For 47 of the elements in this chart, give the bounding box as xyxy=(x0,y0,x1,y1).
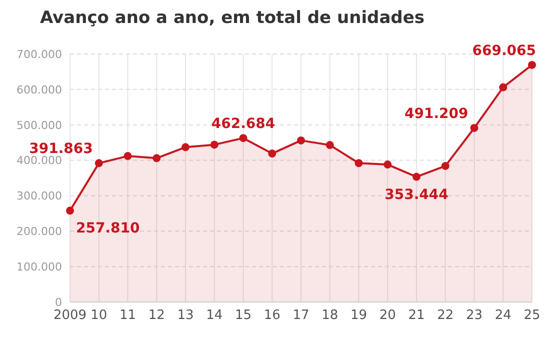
x-tick-label: 15 xyxy=(234,308,252,324)
x-tick-label: 14 xyxy=(206,308,223,324)
x-tick-label: 20 xyxy=(379,308,396,324)
x-tick-label: 2009 xyxy=(53,308,87,324)
point xyxy=(354,159,363,168)
point xyxy=(470,124,478,132)
point xyxy=(94,159,103,168)
data-label: 669.065 xyxy=(472,42,536,59)
y-tick-label: 0 xyxy=(55,296,62,309)
point xyxy=(297,136,305,144)
point xyxy=(182,143,190,152)
point xyxy=(124,152,132,160)
x-tick-label: 18 xyxy=(322,308,338,324)
x-tick-label: 22 xyxy=(437,308,454,324)
data-label: 491.209 xyxy=(404,106,468,122)
data-label: 257.810 xyxy=(76,220,140,237)
y-tick-label: 500.000 xyxy=(16,118,62,132)
y-tick-label: 700.000 xyxy=(16,48,62,61)
point xyxy=(239,134,248,142)
y-tick-label: 300.000 xyxy=(16,190,62,203)
x-tick-label: 10 xyxy=(90,308,108,324)
data-label: 353.444 xyxy=(384,186,449,203)
point xyxy=(384,160,392,169)
point xyxy=(210,140,218,149)
point xyxy=(499,83,508,92)
x-tick-label: 12 xyxy=(148,308,165,324)
point xyxy=(441,162,450,170)
x-tick-label: 21 xyxy=(408,308,425,324)
chart-title: Avanço ano a ano, em total de unidades xyxy=(40,8,426,28)
x-tick-label: 11 xyxy=(119,308,136,324)
x-tick-label: 24 xyxy=(494,308,512,324)
point xyxy=(152,154,161,162)
x-tick-label: 16 xyxy=(264,308,280,324)
point xyxy=(268,150,276,158)
x-tick-label: 19 xyxy=(350,308,368,324)
y-tick-label: 100.000 xyxy=(16,260,62,274)
x-tick-label: 25 xyxy=(524,308,540,324)
x-tick-label: 17 xyxy=(292,308,310,324)
x-tick-label: 13 xyxy=(177,308,194,324)
x-tick-label: 23 xyxy=(466,308,483,324)
point xyxy=(66,206,74,215)
point xyxy=(412,172,420,181)
y-tick-label: 600.000 xyxy=(16,83,62,96)
y-tick-label: 200.000 xyxy=(16,225,62,238)
data-label: 462.684 xyxy=(211,116,276,132)
point xyxy=(528,60,536,69)
point xyxy=(326,141,334,150)
